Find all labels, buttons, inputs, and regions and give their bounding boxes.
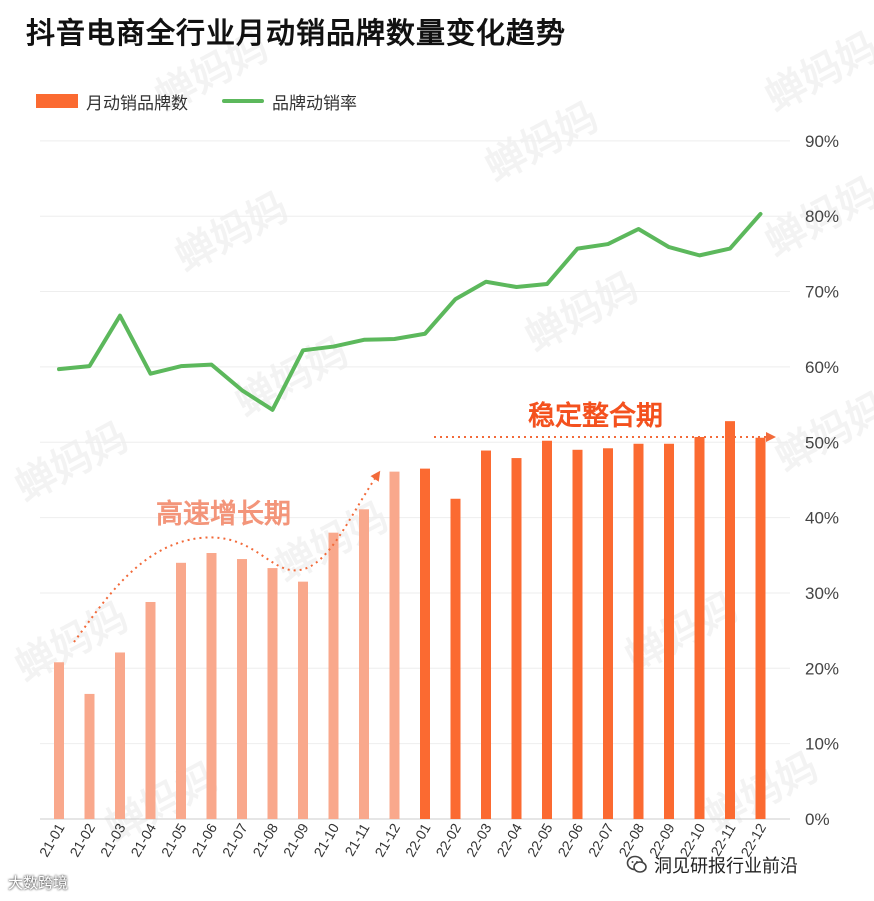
rate-point-21-03 <box>118 314 122 318</box>
rate-point-22-04 <box>515 285 518 289</box>
x-tick-label: 22-06 <box>554 820 586 859</box>
source-right: 洞见研报行业前沿 <box>626 852 798 878</box>
x-tick-label: 21-08 <box>249 820 281 859</box>
rate-point-22-02 <box>454 297 457 301</box>
y-tick-label: 10% <box>805 735 839 754</box>
x-tick-label: 21-07 <box>219 820 251 859</box>
legend-bar-label: 月动销品牌数 <box>86 93 188 114</box>
bar-22-12 <box>755 437 766 819</box>
y-tick-label: 0% <box>805 810 830 829</box>
rate-line <box>57 211 763 412</box>
rate-point-22-03 <box>484 280 488 284</box>
rate-point-22-09 <box>667 245 671 249</box>
x-tick-label: 21-11 <box>341 820 372 858</box>
rate-point-21-02 <box>88 364 91 368</box>
bar-22-02 <box>450 498 461 819</box>
x-tick-label: 21-05 <box>158 820 190 859</box>
wechat-icon <box>626 854 648 876</box>
x-tick-label: 21-03 <box>97 820 129 859</box>
rate-point-21-10 <box>332 345 335 349</box>
bar-21-03 <box>115 652 125 819</box>
bar-22-05 <box>542 440 552 819</box>
growth-phase-label: 高速增长期 <box>156 498 291 530</box>
rate-point-22-01 <box>423 332 427 336</box>
x-tick-label: 22-05 <box>524 820 556 859</box>
y-axis-ticks: 0% 10% 20% 30% 40% 50% 60% 70% 80% 90% <box>805 132 839 829</box>
x-tick-label: 21-10 <box>310 820 342 859</box>
x-tick-label: 22-03 <box>463 820 495 859</box>
bar-22-09 <box>664 443 674 819</box>
rate-point-22-11 <box>728 247 732 251</box>
x-tick-label: 21-12 <box>371 820 403 859</box>
y-tick-label: 40% <box>805 509 839 528</box>
rate-point-21-05 <box>179 364 183 368</box>
y-tick-label: 70% <box>805 283 839 302</box>
y-tick-label: 20% <box>805 659 839 678</box>
y-tick-label: 30% <box>805 584 839 603</box>
source-right-text: 洞见研报行业前沿 <box>654 856 798 877</box>
bar-21-10 <box>328 532 339 819</box>
rate-point-21-06 <box>210 363 213 367</box>
chart-legend: 月动销品牌数 品牌动销率 <box>36 88 357 114</box>
bar-22-10 <box>694 436 705 819</box>
bar-22-11 <box>725 421 735 819</box>
bar-21-01 <box>54 662 64 819</box>
y-tick-label: 50% <box>805 433 839 452</box>
rate-point-21-12 <box>393 337 396 341</box>
bar-22-07 <box>603 448 613 819</box>
bar-21-11 <box>359 509 369 819</box>
y-tick-label: 90% <box>805 132 839 151</box>
rate-point-22-08 <box>637 227 640 231</box>
rate-point-21-07 <box>240 388 244 392</box>
bar-21-04 <box>145 601 156 819</box>
annotations: 高速增长期 稳定整合期 <box>73 400 776 643</box>
line-series <box>57 211 763 412</box>
bar-21-07 <box>237 559 247 819</box>
x-tick-label: 21-06 <box>188 820 220 859</box>
bar-series <box>54 421 766 819</box>
rate-point-22-07 <box>606 242 610 246</box>
growth-trend-arrow <box>73 470 381 643</box>
bar-22-08 <box>633 443 644 819</box>
bar-21-06 <box>206 553 217 819</box>
rate-point-22-10 <box>698 253 701 257</box>
rate-point-22-12 <box>759 212 762 216</box>
x-tick-label: 21-04 <box>127 820 159 859</box>
bar-22-06 <box>572 449 583 819</box>
y-tick-label: 80% <box>805 207 839 226</box>
rate-point-22-06 <box>576 247 579 251</box>
x-tick-label: 22-07 <box>585 820 617 859</box>
legend-bar-swatch <box>36 94 78 108</box>
rate-point-21-01 <box>57 367 61 371</box>
bar-22-04 <box>511 458 522 819</box>
rate-point-21-09 <box>301 348 305 352</box>
rate-point-21-08 <box>271 408 274 412</box>
chart-title: 抖音电商全行业月动销品牌数量变化趋势 <box>26 16 567 50</box>
stable-phase-label: 稳定整合期 <box>528 400 663 432</box>
rate-point-21-04 <box>149 372 152 376</box>
bar-22-01 <box>420 468 430 819</box>
rate-point-21-11 <box>362 338 366 342</box>
x-tick-label: 22-04 <box>493 820 525 859</box>
x-tick-label: 21-01 <box>36 820 68 859</box>
x-tick-label: 22-01 <box>402 820 434 859</box>
x-tick-label: 21-02 <box>66 820 98 859</box>
bar-21-08 <box>267 568 278 819</box>
bar-21-12 <box>389 471 400 819</box>
x-tick-label: 21-09 <box>280 820 312 859</box>
bar-21-05 <box>176 562 186 819</box>
rate-point-22-05 <box>545 282 549 286</box>
bar-21-02 <box>84 693 95 819</box>
y-tick-label: 60% <box>805 358 839 377</box>
bar-21-09 <box>298 581 308 819</box>
legend-line-swatch <box>222 99 264 103</box>
legend-line-label: 品牌动销率 <box>272 93 357 114</box>
x-tick-label: 22-02 <box>432 820 464 859</box>
bar-22-03 <box>481 450 491 819</box>
source-left: 大数跨境 <box>8 874 69 892</box>
